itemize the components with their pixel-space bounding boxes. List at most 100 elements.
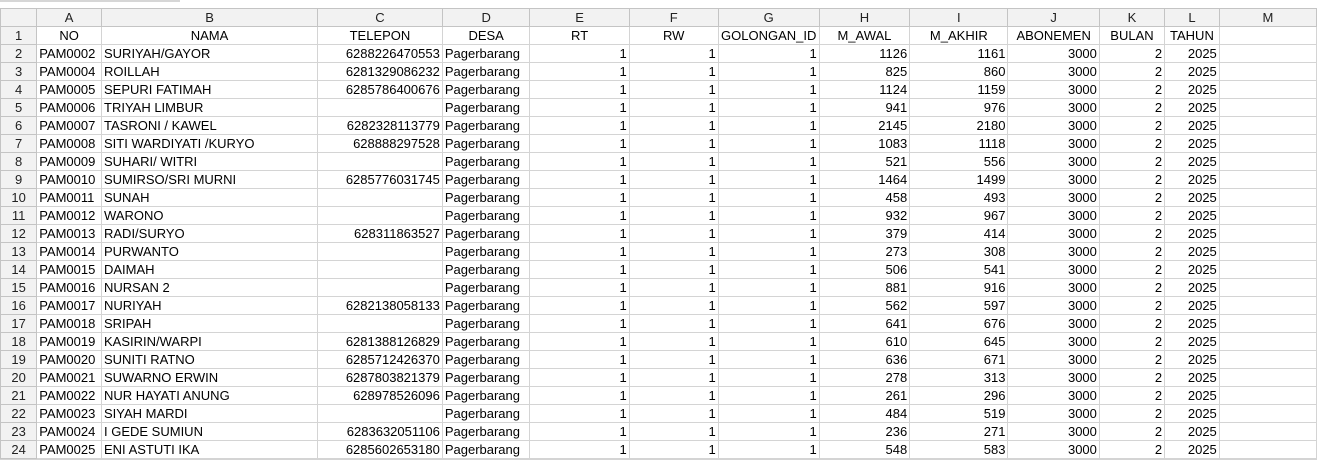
cell-bulan[interactable]: 2 xyxy=(1098,296,1166,315)
cell-rt[interactable]: 1 xyxy=(529,188,630,207)
cell-nama[interactable]: NURIYAH xyxy=(100,296,319,315)
cell-no[interactable]: PAM0008 xyxy=(36,134,102,153)
cell-gol[interactable]: 1 xyxy=(717,368,820,387)
header-cell[interactable]: M_AKHIR xyxy=(909,26,1009,45)
cell-nama[interactable]: TRIYAH LIMBUR xyxy=(100,98,319,117)
cell-gol[interactable]: 1 xyxy=(717,188,820,207)
cell-gol[interactable]: 1 xyxy=(717,350,820,369)
cell-akhir[interactable]: 860 xyxy=(909,62,1009,81)
cell-gol[interactable]: 1 xyxy=(717,314,820,333)
cell-bulan[interactable]: 2 xyxy=(1098,278,1166,297)
cell-nama[interactable]: SRIPAH xyxy=(100,314,319,333)
cell-akhir[interactable]: 1499 xyxy=(909,170,1009,189)
cell-tel[interactable] xyxy=(317,314,443,333)
cell-abon[interactable]: 3000 xyxy=(1007,116,1100,135)
cell-rw[interactable]: 1 xyxy=(628,188,719,207)
cell-no[interactable]: PAM0011 xyxy=(36,188,102,207)
cell-rt[interactable]: 1 xyxy=(529,152,630,171)
cell-desa[interactable]: Pagerbarang xyxy=(441,44,531,63)
cell-awal[interactable]: 636 xyxy=(818,350,911,369)
cell-gol[interactable]: 1 xyxy=(717,224,820,243)
cell-tahun[interactable]: 2025 xyxy=(1164,152,1220,171)
empty-cell[interactable] xyxy=(1218,224,1317,243)
cell-bulan[interactable]: 2 xyxy=(1098,260,1166,279)
cell-akhir[interactable]: 976 xyxy=(909,98,1009,117)
empty-cell[interactable] xyxy=(1218,278,1317,297)
cell-desa[interactable]: Pagerbarang xyxy=(441,116,531,135)
cell-rt[interactable]: 1 xyxy=(529,116,630,135)
cell-tahun[interactable]: 2025 xyxy=(1164,98,1220,117)
cell-rt[interactable]: 1 xyxy=(529,422,630,441)
cell-no[interactable]: PAM0006 xyxy=(36,98,102,117)
row-header[interactable]: 17 xyxy=(0,314,38,333)
header-cell[interactable]: M_AWAL xyxy=(818,26,911,45)
cell-nama[interactable]: SUNAH xyxy=(100,188,319,207)
cell-tel[interactable] xyxy=(317,260,443,279)
cell-no[interactable]: PAM0020 xyxy=(36,350,102,369)
cell-desa[interactable]: Pagerbarang xyxy=(441,152,531,171)
cell-nama[interactable]: PURWANTO xyxy=(100,242,319,261)
cell-no[interactable]: PAM0002 xyxy=(36,44,102,63)
cell-nama[interactable]: SITI WARDIYATI /KURYO xyxy=(100,134,319,153)
empty-cell[interactable] xyxy=(1218,350,1317,369)
cell-desa[interactable]: Pagerbarang xyxy=(441,350,531,369)
column-header-a[interactable]: A xyxy=(36,8,102,27)
cell-awal[interactable]: 1464 xyxy=(818,170,911,189)
cell-gol[interactable]: 1 xyxy=(717,206,820,225)
column-header-c[interactable]: C xyxy=(317,8,443,27)
cell-bulan[interactable]: 2 xyxy=(1098,170,1166,189)
cell-bulan[interactable]: 2 xyxy=(1098,440,1166,459)
cell-rt[interactable]: 1 xyxy=(529,224,630,243)
cell-desa[interactable]: Pagerbarang xyxy=(441,386,531,405)
column-header-m[interactable]: M xyxy=(1218,8,1317,27)
cell-desa[interactable]: Pagerbarang xyxy=(441,170,531,189)
cell-rw[interactable]: 1 xyxy=(628,296,719,315)
cell-desa[interactable]: Pagerbarang xyxy=(441,188,531,207)
cell-gol[interactable]: 1 xyxy=(717,62,820,81)
cell-rt[interactable]: 1 xyxy=(529,332,630,351)
cell-gol[interactable]: 1 xyxy=(717,260,820,279)
cell-awal[interactable]: 881 xyxy=(818,278,911,297)
cell-tahun[interactable]: 2025 xyxy=(1164,368,1220,387)
empty-cell[interactable] xyxy=(1218,296,1317,315)
cell-abon[interactable]: 3000 xyxy=(1007,242,1100,261)
cell-tel[interactable]: 6281388126829 xyxy=(317,332,443,351)
empty-cell[interactable] xyxy=(1218,260,1317,279)
cell-rw[interactable]: 1 xyxy=(628,350,719,369)
cell-tel[interactable] xyxy=(317,98,443,117)
cell-nama[interactable]: WARONO xyxy=(100,206,319,225)
cell-nama[interactable]: SEPURI FATIMAH xyxy=(100,80,319,99)
cell-no[interactable]: PAM0024 xyxy=(36,422,102,441)
cell-gol[interactable]: 1 xyxy=(717,296,820,315)
cell-rw[interactable]: 1 xyxy=(628,62,719,81)
cell-rt[interactable]: 1 xyxy=(529,314,630,333)
cell-gol[interactable]: 1 xyxy=(717,44,820,63)
cell-akhir[interactable]: 916 xyxy=(909,278,1009,297)
cell-awal[interactable]: 379 xyxy=(818,224,911,243)
cell-desa[interactable]: Pagerbarang xyxy=(441,368,531,387)
cell-awal[interactable]: 548 xyxy=(818,440,911,459)
cell-rw[interactable]: 1 xyxy=(628,134,719,153)
cell-gol[interactable]: 1 xyxy=(717,98,820,117)
cell-no[interactable]: PAM0016 xyxy=(36,278,102,297)
cell-tahun[interactable]: 2025 xyxy=(1164,242,1220,261)
cell-akhir[interactable]: 414 xyxy=(909,224,1009,243)
cell-gol[interactable]: 1 xyxy=(717,332,820,351)
cell-tahun[interactable]: 2025 xyxy=(1164,422,1220,441)
row-header[interactable]: 10 xyxy=(0,188,38,207)
cell-gol[interactable]: 1 xyxy=(717,404,820,423)
cell-awal[interactable]: 562 xyxy=(818,296,911,315)
cell-abon[interactable]: 3000 xyxy=(1007,80,1100,99)
cell-no[interactable]: PAM0015 xyxy=(36,260,102,279)
cell-rt[interactable]: 1 xyxy=(529,242,630,261)
cell-rt[interactable]: 1 xyxy=(529,440,630,459)
cell-no[interactable]: PAM0018 xyxy=(36,314,102,333)
row-header[interactable]: 9 xyxy=(0,170,38,189)
cell-tel[interactable]: 6283632051106 xyxy=(317,422,443,441)
cell-abon[interactable]: 3000 xyxy=(1007,260,1100,279)
header-cell[interactable]: DESA xyxy=(441,26,531,45)
cell-desa[interactable]: Pagerbarang xyxy=(441,296,531,315)
cell-rw[interactable]: 1 xyxy=(628,116,719,135)
cell-rt[interactable]: 1 xyxy=(529,80,630,99)
cell-akhir[interactable]: 597 xyxy=(909,296,1009,315)
